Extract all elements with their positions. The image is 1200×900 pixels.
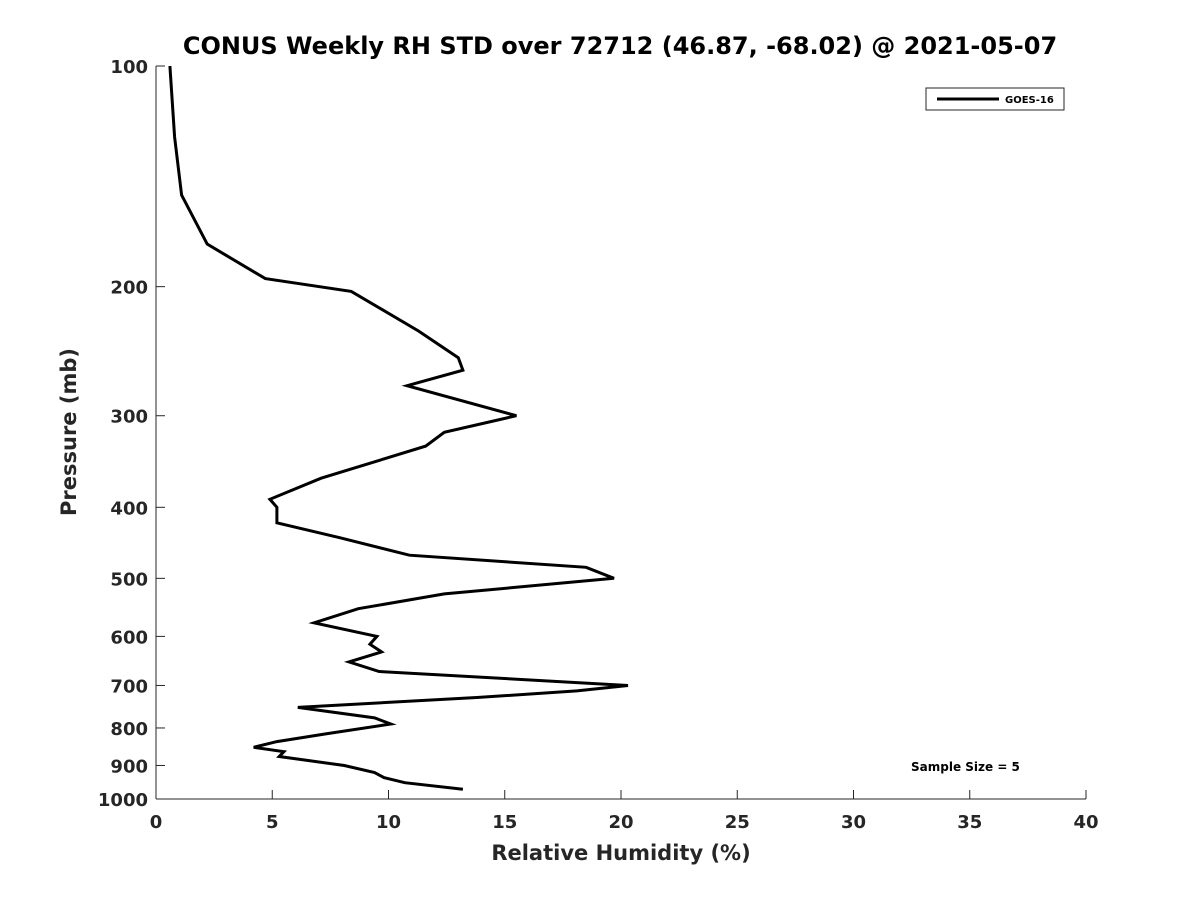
y-axis-label: Pressure (mb) bbox=[57, 348, 81, 516]
legend-label-goes-16: GOES-16 bbox=[1005, 95, 1054, 106]
y-tick-label: 200 bbox=[110, 278, 148, 299]
x-tick-label: 40 bbox=[1073, 812, 1098, 833]
series-line-goes-16 bbox=[168, 65, 629, 791]
x-tick-label: 0 bbox=[150, 812, 163, 833]
x-tick-label: 20 bbox=[608, 812, 633, 833]
y-tick-label: 1000 bbox=[98, 790, 148, 811]
x-tick-label: 30 bbox=[841, 812, 866, 833]
plot-area bbox=[168, 65, 629, 791]
x-axis-ticks: 0 5 10 15 20 25 30 35 40 bbox=[150, 790, 1099, 833]
y-tick-label: 700 bbox=[110, 676, 148, 697]
y-tick-label: 100 bbox=[110, 57, 148, 78]
y-tick-label: 500 bbox=[110, 569, 148, 590]
y-tick-label: 900 bbox=[110, 756, 148, 777]
y-tick-label: 800 bbox=[110, 719, 148, 740]
y-tick-label: 400 bbox=[110, 498, 148, 519]
y-tick-label: 600 bbox=[110, 627, 148, 648]
y-axis-ticks: 100 200 300 400 500 600 700 800 900 1000 bbox=[98, 57, 165, 811]
x-tick-label: 25 bbox=[725, 812, 750, 833]
x-tick-label: 5 bbox=[266, 812, 279, 833]
x-tick-label: 35 bbox=[957, 812, 982, 833]
x-tick-label: 10 bbox=[376, 812, 401, 833]
x-axis-label: Relative Humidity (%) bbox=[491, 841, 750, 865]
sample-size-annotation: Sample Size = 5 bbox=[911, 760, 1020, 774]
y-tick-label: 300 bbox=[110, 407, 148, 428]
x-tick-label: 15 bbox=[492, 812, 517, 833]
legend: GOES-16 bbox=[925, 87, 1065, 111]
chart-title: CONUS Weekly RH STD over 72712 (46.87, -… bbox=[183, 32, 1057, 60]
